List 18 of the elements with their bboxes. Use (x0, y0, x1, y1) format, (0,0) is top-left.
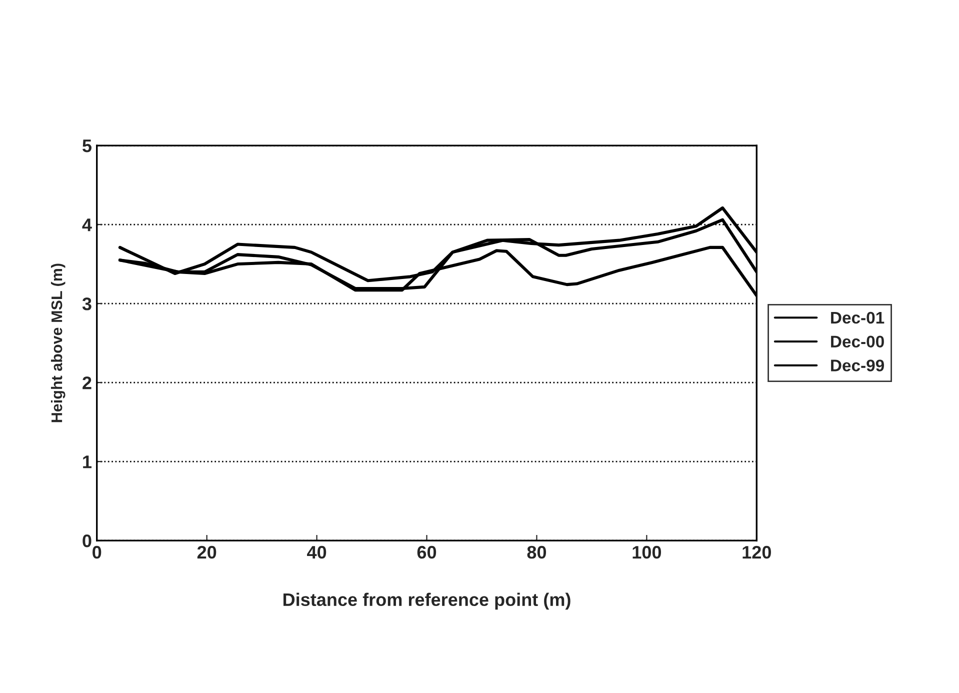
x-axis-title: Distance from reference point (m) (283, 592, 570, 610)
x-tick-label: 120 (742, 546, 771, 559)
y-tick-label: 2 (82, 376, 92, 390)
y-tick-label: 4 (82, 218, 92, 232)
x-tick-label: 60 (417, 546, 436, 559)
x-tick-label: 80 (527, 546, 546, 559)
y-axis-title: Height above MSL (m) (50, 264, 66, 422)
y-tick-label: 3 (82, 297, 92, 310)
x-tick-label: 100 (632, 546, 662, 559)
y-tick-label: 0 (82, 534, 92, 548)
x-tick-label: 20 (197, 546, 216, 559)
y-tick-label: 1 (83, 456, 92, 468)
legend-label: Dec-01 (831, 312, 884, 324)
legend-label: Dec-00 (831, 336, 884, 348)
y-tick-label: 5 (82, 140, 92, 152)
x-tick-label: 40 (307, 546, 326, 559)
legend-label: Dec-99 (831, 360, 884, 372)
x-tick-label: 0 (92, 546, 102, 559)
